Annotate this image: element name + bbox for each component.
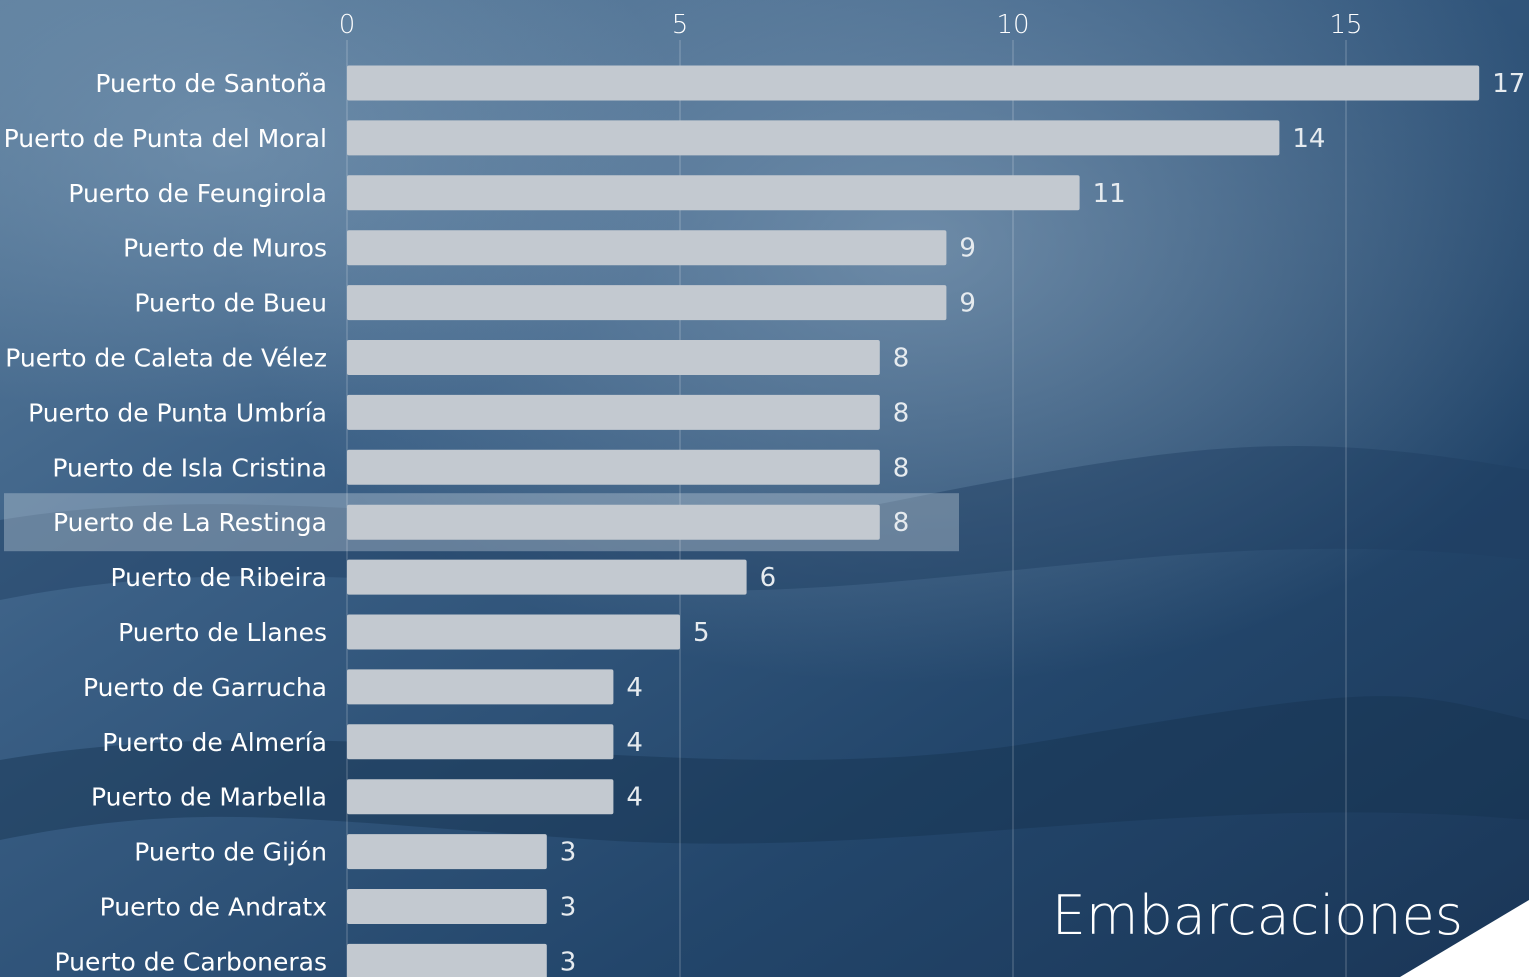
category-label: Puerto de Muros [123,234,327,263]
bar[interactable] [347,834,547,870]
value-label: 3 [560,893,577,923]
category-label: Puerto de Almería [102,728,327,757]
value-label: 17 [1492,69,1525,99]
value-label: 4 [626,673,643,703]
bar[interactable] [347,779,614,815]
category-label: Puerto de Marbella [91,783,327,812]
bar[interactable] [347,285,947,321]
value-label: 8 [893,453,910,483]
bar[interactable] [347,230,947,266]
bar[interactable] [347,175,1080,211]
category-label: Puerto de Llanes [118,618,327,647]
value-label: 6 [760,563,777,593]
category-label: Puerto de Ribeira [111,563,328,592]
x-tick-label: 0 [339,10,356,40]
value-label: 8 [893,398,910,428]
bar[interactable] [347,889,547,924]
category-label: Puerto de Andratx [100,893,327,922]
value-label: 14 [1292,124,1325,154]
bar[interactable] [347,504,880,540]
category-label: Puerto de Feungirola [68,179,327,208]
bar[interactable] [347,65,1480,101]
value-label: 9 [959,234,976,264]
bar[interactable] [347,614,680,650]
category-label: Puerto de Carboneras [55,947,327,976]
value-label: 11 [1093,179,1126,209]
category-label: Puerto de Isla Cristina [52,453,327,482]
value-label: 3 [560,947,577,977]
x-tick-label: 15 [1329,10,1362,40]
category-label: Puerto de Punta Umbría [28,398,327,427]
x-tick-label: 5 [672,10,689,40]
bar[interactable] [347,394,880,430]
category-label: Puerto de Garrucha [83,673,327,702]
value-label: 4 [626,728,643,758]
bar[interactable] [347,559,747,595]
value-label: 9 [959,289,976,319]
bar[interactable] [347,724,614,760]
category-label: Puerto de La Restinga [53,508,327,537]
value-label: 8 [893,508,910,538]
bar[interactable] [347,449,880,485]
value-label: 3 [560,838,577,868]
bar[interactable] [347,669,614,705]
category-label: Puerto de Santoña [95,69,327,98]
bar[interactable] [347,943,547,977]
x-tick-label: 10 [996,10,1029,40]
category-label: Puerto de Punta del Moral [4,124,327,153]
category-label: Puerto de Caleta de Vélez [5,344,327,373]
category-label: Puerto de Bueu [134,289,327,318]
bar[interactable] [347,120,1280,156]
bar[interactable] [347,340,880,375]
value-label: 5 [693,618,710,648]
value-label: 8 [893,344,910,374]
legend-title: Embarcaciones [1051,884,1463,947]
category-label: Puerto de Gijón [134,838,327,867]
value-label: 4 [626,783,643,813]
